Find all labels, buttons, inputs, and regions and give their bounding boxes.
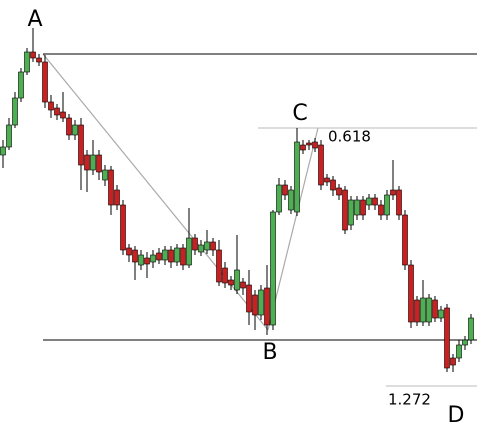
candle-body [270,211,276,326]
candle-body [402,214,408,266]
candle-body [246,284,252,313]
candle-body [468,317,474,341]
candle-body [30,51,36,59]
candle-body [360,199,366,216]
candle-body [372,197,378,206]
candle-body [96,154,102,173]
candle-body [72,124,78,136]
candle-body [84,154,90,171]
candle-body [126,247,132,256]
candle-body [366,197,372,206]
candle-body [348,199,354,226]
point-label: C [292,101,307,126]
candle-body [54,107,60,116]
candle-body [252,294,258,316]
candle-body [408,264,414,323]
candle-body [282,184,288,196]
candle-body [414,299,420,323]
candle-body [294,141,300,213]
candle-body [156,252,162,261]
point-label: B [262,340,277,365]
candle-body [0,146,6,156]
candle-body [24,51,30,73]
candle-body [198,244,204,253]
level-label: 0.618 [328,128,371,146]
candle-body [150,254,156,263]
candle-body [138,254,144,266]
candle-body [216,249,222,283]
candle-body [210,241,216,251]
candle-body [234,269,240,291]
candle-body [42,61,48,103]
candle-body [36,57,42,63]
candle-body [324,177,330,183]
candle-body [90,154,96,171]
candle-body [456,344,462,359]
candle-body [186,237,192,266]
bc-leg [267,127,319,331]
candle-body [462,339,468,346]
candle-body [318,144,324,186]
candle-body [48,101,54,111]
candle-body [66,117,72,136]
candle-body [396,189,402,216]
candle-body [60,111,66,119]
candle-body [132,249,138,263]
candle-body [12,97,18,126]
candle-body [276,184,282,213]
candle-body [192,237,198,251]
candle-body [258,289,264,316]
candle-body [354,199,360,216]
candle-body [306,142,312,146]
candle-body [426,297,432,323]
candle-body [204,241,210,251]
candle-body [384,194,390,216]
candle-body [444,307,450,369]
candle-body [438,309,444,319]
candle-body [378,204,384,216]
candle-body [336,187,342,196]
candle-body [330,179,336,191]
candle-body [228,279,234,286]
candle-body [300,144,306,151]
candle-body [102,169,108,181]
candle-body [222,267,228,284]
candle-body [162,249,168,261]
candle-body [288,189,294,211]
candle-body [174,247,180,263]
candle-body [180,247,186,266]
candle-body [312,141,318,149]
point-label: A [27,7,42,32]
candle-body [108,169,114,206]
candle-body [78,124,84,166]
candle-body [450,357,456,366]
candle-body [168,249,174,263]
point-label: D [448,403,465,428]
candle-body [432,299,438,319]
candle-body [120,204,126,251]
candle-body [6,124,12,148]
candle-body [342,189,348,231]
candle-body [390,189,396,196]
candle-body [144,257,150,265]
candle-body [264,287,270,326]
candle-body [18,71,24,99]
candle-body [114,189,120,206]
candle-body [240,281,246,289]
candle-body [420,297,426,323]
level-label: 1.272 [388,391,431,409]
